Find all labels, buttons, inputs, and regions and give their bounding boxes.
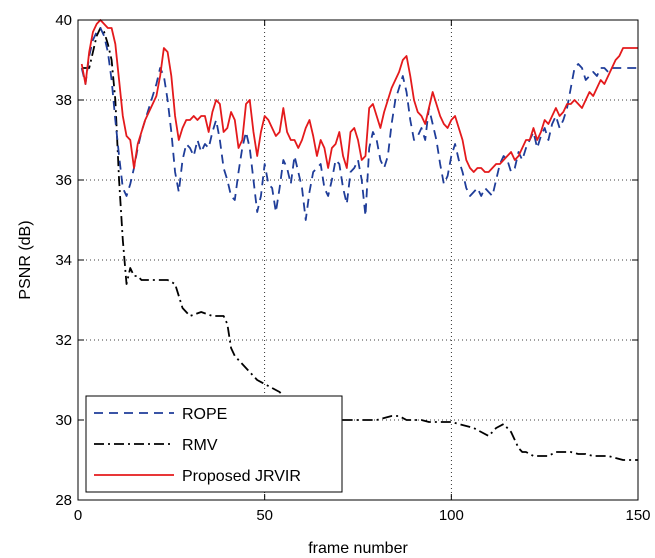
x-tick-label: 150 <box>625 507 650 524</box>
y-tick-label: 36 <box>55 172 72 189</box>
x-tick-label: 100 <box>439 507 464 524</box>
series-line-rope <box>80 27 638 221</box>
y-tick-label: 30 <box>55 412 72 429</box>
legend-label: Proposed JRVIR <box>182 468 301 485</box>
y-tick-label: 32 <box>55 332 72 349</box>
legend: ROPE RMV Proposed JRVIR <box>85 395 343 493</box>
y-tick-label: 34 <box>55 252 72 269</box>
y-tick-label: 38 <box>55 92 72 109</box>
x-tick-label: 50 <box>256 507 273 524</box>
legend-label: ROPE <box>182 406 227 423</box>
x-axis-label: frame number <box>308 540 408 557</box>
series-line-rmv <box>81 27 638 461</box>
axis-ticks: 0 50 100 150 28 30 32 34 36 38 40 <box>55 12 650 524</box>
y-tick-label: 40 <box>55 12 72 29</box>
y-tick-label: 28 <box>55 492 72 509</box>
legend-label: RMV <box>182 437 218 454</box>
series-layer <box>80 19 638 461</box>
x-tick-label: 0 <box>74 507 82 524</box>
series-line-proposed-jrvir <box>80 19 638 173</box>
y-axis-label: PSNR (dB) <box>17 220 34 299</box>
